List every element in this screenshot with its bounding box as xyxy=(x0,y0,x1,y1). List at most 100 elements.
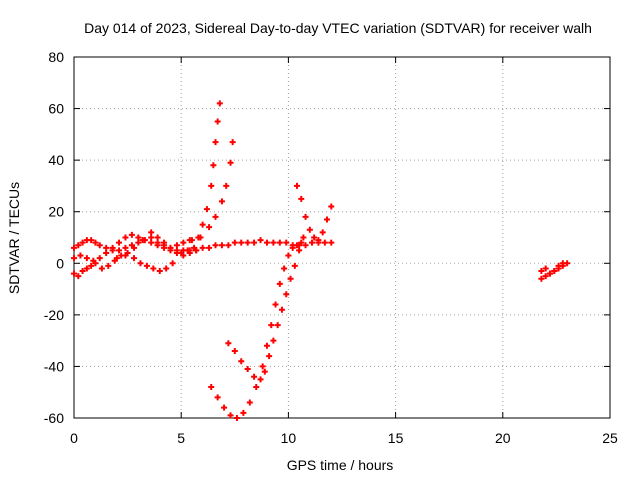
data-point xyxy=(285,252,292,259)
data-point xyxy=(238,358,245,365)
data-point xyxy=(208,182,215,189)
x-tick-label: 15 xyxy=(388,430,404,446)
data-point xyxy=(208,384,215,391)
data-point xyxy=(319,229,326,236)
x-tick-label: 10 xyxy=(281,430,297,446)
data-point xyxy=(150,265,157,272)
data-point xyxy=(131,255,138,262)
data-point xyxy=(231,347,238,354)
data-point xyxy=(113,255,120,262)
data-point xyxy=(98,265,105,272)
data-point xyxy=(105,262,112,269)
data-point xyxy=(137,260,144,267)
data-point xyxy=(270,337,277,344)
data-point xyxy=(88,262,95,269)
data-point xyxy=(116,239,123,246)
data-point xyxy=(266,353,273,360)
y-tick-label: -20 xyxy=(44,307,64,323)
data-point xyxy=(218,242,225,249)
data-point xyxy=(216,100,223,107)
series-8 xyxy=(225,234,307,383)
y-tick-label: 0 xyxy=(56,255,64,271)
data-point xyxy=(293,242,300,249)
data-point xyxy=(296,247,303,254)
data-point xyxy=(212,242,219,249)
data-point xyxy=(546,270,553,277)
data-point xyxy=(542,273,549,280)
y-axis-title: SDTVAR / TECUs xyxy=(6,182,22,294)
y-tick-label: 60 xyxy=(48,101,64,117)
data-point xyxy=(231,239,238,246)
data-point xyxy=(199,244,206,251)
data-point xyxy=(315,237,322,244)
data-point xyxy=(551,268,558,275)
data-point xyxy=(148,229,155,236)
data-point xyxy=(139,237,146,244)
data-point xyxy=(298,239,305,246)
data-point xyxy=(261,368,268,375)
data-point xyxy=(206,244,213,251)
data-point xyxy=(538,268,545,275)
data-point xyxy=(229,139,236,146)
data-point xyxy=(227,412,234,419)
data-point xyxy=(542,265,549,272)
data-point xyxy=(199,221,206,228)
data-point xyxy=(227,159,234,166)
data-point xyxy=(109,244,116,251)
data-point xyxy=(96,242,103,249)
data-point xyxy=(278,306,285,313)
data-point xyxy=(210,162,217,169)
series-11 xyxy=(538,260,566,277)
data-point xyxy=(306,226,313,233)
data-point xyxy=(283,291,290,298)
y-tick-label: 40 xyxy=(48,152,64,168)
data-point xyxy=(163,265,170,272)
data-point xyxy=(240,409,247,416)
series-6 xyxy=(188,139,236,244)
data-point xyxy=(128,231,135,238)
data-point xyxy=(122,234,129,241)
data-point xyxy=(131,244,138,251)
data-point xyxy=(323,216,330,223)
x-tick-label: 5 xyxy=(177,430,185,446)
data-point xyxy=(122,244,129,251)
data-point xyxy=(223,182,230,189)
data-point xyxy=(154,234,161,241)
data-point xyxy=(274,322,281,329)
plot-frame xyxy=(73,56,611,419)
series-4 xyxy=(113,229,193,262)
data-point xyxy=(188,237,195,244)
series-7 xyxy=(208,239,305,421)
data-point xyxy=(283,239,290,246)
data-point xyxy=(302,242,309,249)
data-point xyxy=(244,366,251,373)
data-point xyxy=(328,203,335,210)
data-point xyxy=(300,234,307,241)
data-point xyxy=(71,255,77,262)
data-point xyxy=(103,244,110,251)
data-point xyxy=(143,262,150,269)
data-point xyxy=(302,213,309,220)
data-point xyxy=(135,239,142,246)
data-point xyxy=(259,363,266,370)
data-points xyxy=(71,100,571,421)
data-point xyxy=(197,234,204,241)
data-point xyxy=(276,239,283,246)
series-5 xyxy=(178,100,223,256)
data-point xyxy=(253,384,260,391)
data-point xyxy=(270,239,277,246)
data-point xyxy=(148,239,155,246)
data-point xyxy=(238,239,245,246)
x-axis-title: GPS time / hours xyxy=(287,457,394,473)
data-point xyxy=(293,182,300,189)
x-tick-label: 20 xyxy=(495,430,511,446)
data-point xyxy=(180,239,187,246)
data-point xyxy=(88,237,95,244)
data-point xyxy=(268,322,275,329)
data-point xyxy=(225,242,232,249)
data-point xyxy=(173,247,180,254)
data-point xyxy=(92,239,99,246)
y-tick-label: -60 xyxy=(44,410,64,426)
series-2 xyxy=(71,249,176,280)
data-point xyxy=(233,415,240,421)
